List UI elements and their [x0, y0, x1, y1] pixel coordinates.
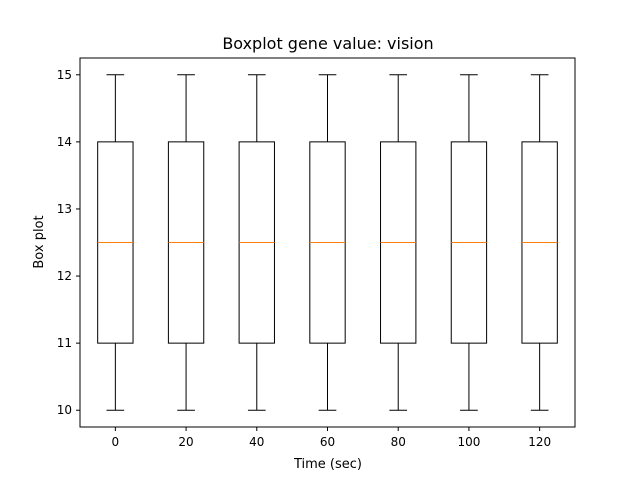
box-group-20: [167, 74, 205, 411]
x-tick-label: 100: [457, 435, 480, 449]
box-group-40: [238, 74, 275, 411]
box-group-100: [450, 74, 488, 411]
plot-area: [97, 74, 558, 411]
box-group-120: [521, 74, 558, 411]
x-axis-label: Time (sec): [293, 457, 362, 472]
y-axis-ticks: 10 11 12 13 14 15: [57, 68, 80, 417]
x-tick-label: 40: [249, 435, 264, 449]
chart-title: Boxplot gene value: vision: [222, 34, 433, 53]
y-tick-label: 13: [57, 202, 72, 216]
box-group-0: [97, 74, 134, 411]
x-tick-label: 20: [178, 435, 193, 449]
y-tick-label: 14: [57, 135, 72, 149]
x-tick-label: 80: [391, 435, 406, 449]
axes-frame: [79, 57, 576, 428]
y-tick-label: 15: [57, 68, 72, 82]
x-tick-label: 60: [320, 435, 335, 449]
y-axis-label: Box plot: [32, 215, 47, 268]
x-axis-ticks: 0 20 40 60 80 100 120: [112, 427, 551, 449]
x-tick-label: 0: [112, 435, 120, 449]
x-tick-label: 120: [528, 435, 551, 449]
y-tick-label: 11: [57, 336, 72, 350]
box-group-60: [309, 74, 346, 411]
box-group-80: [380, 74, 417, 411]
y-tick-label: 10: [57, 403, 72, 417]
y-tick-label: 12: [57, 269, 72, 283]
